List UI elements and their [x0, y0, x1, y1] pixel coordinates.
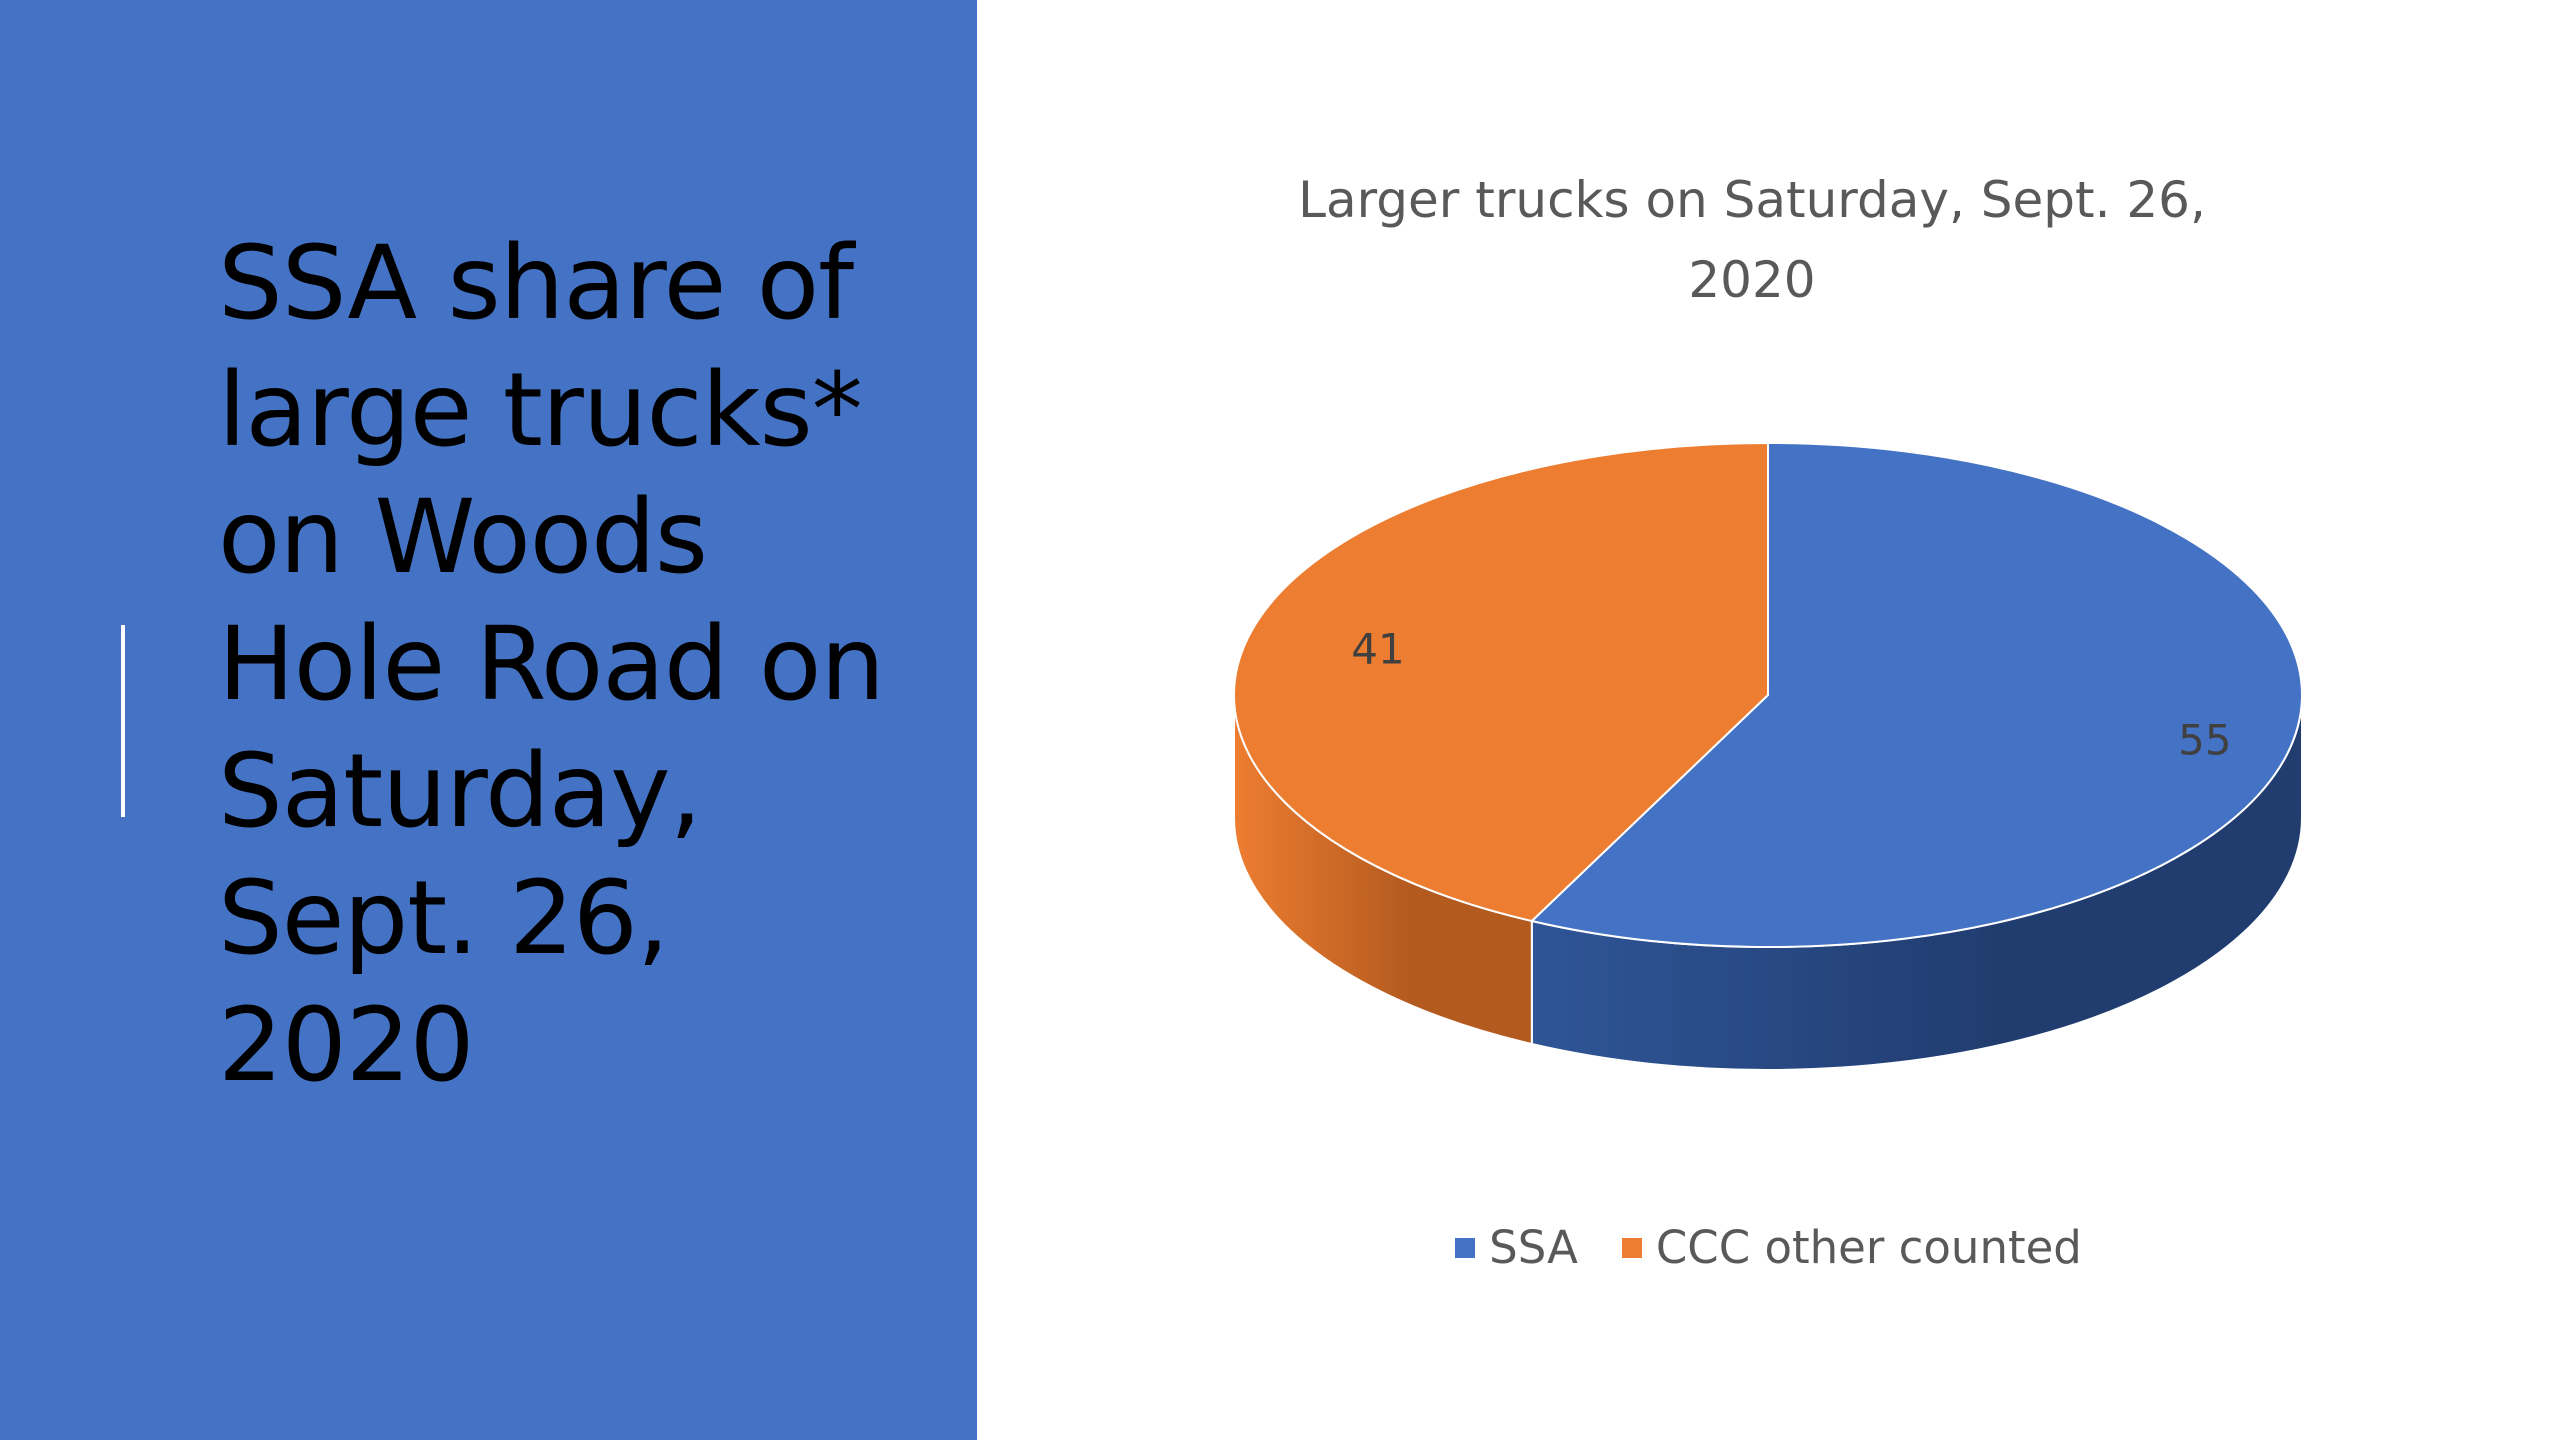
data-label-ssa: 55: [2178, 716, 2231, 765]
pie-chart: Larger trucks on Saturday, Sept. 26, 202…: [977, 0, 2560, 1440]
accent-line: [121, 625, 125, 817]
pie-slice-ssa: [1530, 442, 2303, 948]
chart-title: Larger trucks on Saturday, Sept. 26, 202…: [1298, 171, 2206, 309]
legend-item-ssa: SSA: [1455, 1220, 1578, 1276]
legend-swatch-ccc-other-counted: [1621, 1238, 1642, 1258]
chart-legend: SSA CCC other counted: [977, 1220, 2560, 1276]
title-panel: SSA share of large trucks* on Woods Hole…: [0, 0, 977, 1440]
legend-swatch-ssa: [1455, 1238, 1476, 1258]
data-label-ccc-other-counted: 41: [1351, 625, 1404, 674]
slide-title: SSA share of large trucks* on Woods Hole…: [218, 224, 885, 1105]
legend-item-ccc-other-counted: CCC other counted: [1621, 1220, 2082, 1276]
legend-label-ssa: SSA: [1489, 1221, 1578, 1274]
pie-slice-ccc-other-counted: [1233, 442, 1769, 923]
pie-chart-plot: 55 41: [1233, 442, 2303, 1071]
legend-label-ccc-other-counted: CCC other counted: [1655, 1221, 2082, 1274]
